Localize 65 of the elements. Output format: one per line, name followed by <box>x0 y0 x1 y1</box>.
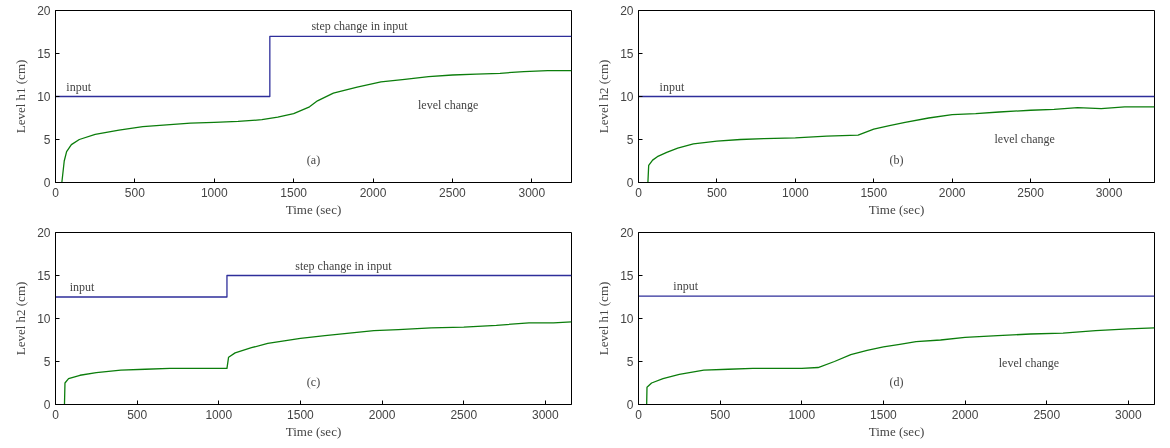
x-tick-label: 1500 <box>280 185 308 200</box>
annotation: level change <box>994 132 1055 147</box>
x-tick-label: 2500 <box>1033 407 1061 422</box>
y-axis-title: Level h1 (cm) <box>596 281 612 356</box>
y-axis-title: Level h2 (cm) <box>596 59 612 134</box>
y-tick-label: 5 <box>626 133 634 147</box>
x-tick-label: 1500 <box>860 185 888 200</box>
x-tick-label: 2000 <box>359 185 387 200</box>
x-tick-label: 2000 <box>951 407 979 422</box>
x-axis-title: Time (sec) <box>868 201 925 217</box>
annotation: step change in input <box>311 19 409 34</box>
x-tick-label: 2500 <box>1017 185 1045 200</box>
annotation: level change <box>998 355 1060 370</box>
y-tick-label: 15 <box>620 47 634 61</box>
y-tick-label: 15 <box>620 269 634 283</box>
y-tick-label: 10 <box>620 90 634 104</box>
annotation: (a) <box>306 153 321 168</box>
y-tick-label: 10 <box>37 90 51 104</box>
annotation: input <box>66 79 92 94</box>
x-tick-label: 1500 <box>287 407 315 422</box>
x-tick-label: 3000 <box>518 185 546 200</box>
y-axis-title: Level h1 (cm) <box>13 59 29 134</box>
y-tick-label: 10 <box>620 312 634 326</box>
x-tick-label: 1000 <box>788 407 816 422</box>
y-tick-label: 0 <box>43 176 51 190</box>
y-tick-label: 5 <box>43 355 51 369</box>
y-tick-label: 0 <box>43 398 51 412</box>
y-tick-label: 20 <box>37 226 51 240</box>
annotation: input <box>69 280 96 294</box>
x-tick-label: 500 <box>124 185 146 200</box>
y-axis-title: Level h2 (cm) <box>13 281 29 356</box>
x-tick-label: 3000 <box>532 407 560 422</box>
annotation: (b) <box>889 153 904 168</box>
y-tick-label: 20 <box>37 4 51 18</box>
annotation: input <box>673 279 699 294</box>
annotation: input <box>659 79 685 94</box>
annotation: step change in input <box>295 258 393 273</box>
y-tick-label: 5 <box>626 355 634 369</box>
x-tick-label: 2000 <box>368 407 396 422</box>
x-axis-title: Time (sec) <box>285 423 342 439</box>
y-tick-label: 0 <box>626 398 634 412</box>
x-axis-title: Time (sec) <box>285 201 342 217</box>
annotation: (d) <box>889 375 904 390</box>
x-tick-label: 1000 <box>205 407 233 422</box>
x-tick-label: 3000 <box>1115 407 1143 422</box>
y-tick-label: 15 <box>37 47 51 61</box>
x-tick-label: 500 <box>127 407 148 422</box>
annotation: level change <box>417 97 479 112</box>
x-tick-label: 500 <box>710 407 731 422</box>
y-tick-label: 20 <box>620 4 634 18</box>
y-tick-label: 10 <box>37 312 51 326</box>
x-tick-label: 1000 <box>200 185 228 200</box>
x-tick-label: 2500 <box>439 185 467 200</box>
x-axis-title: Time (sec) <box>868 423 925 439</box>
y-tick-label: 5 <box>43 133 51 147</box>
x-tick-label: 1500 <box>870 407 898 422</box>
annotation: (c) <box>306 375 321 390</box>
y-tick-label: 20 <box>620 226 634 240</box>
y-tick-label: 0 <box>626 176 634 190</box>
x-tick-label: 2500 <box>450 407 478 422</box>
x-tick-label: 500 <box>706 185 728 200</box>
x-tick-label: 1000 <box>781 185 810 200</box>
x-tick-label: 3000 <box>1095 185 1123 200</box>
x-tick-label: 2000 <box>938 185 966 200</box>
y-tick-label: 15 <box>37 269 51 283</box>
